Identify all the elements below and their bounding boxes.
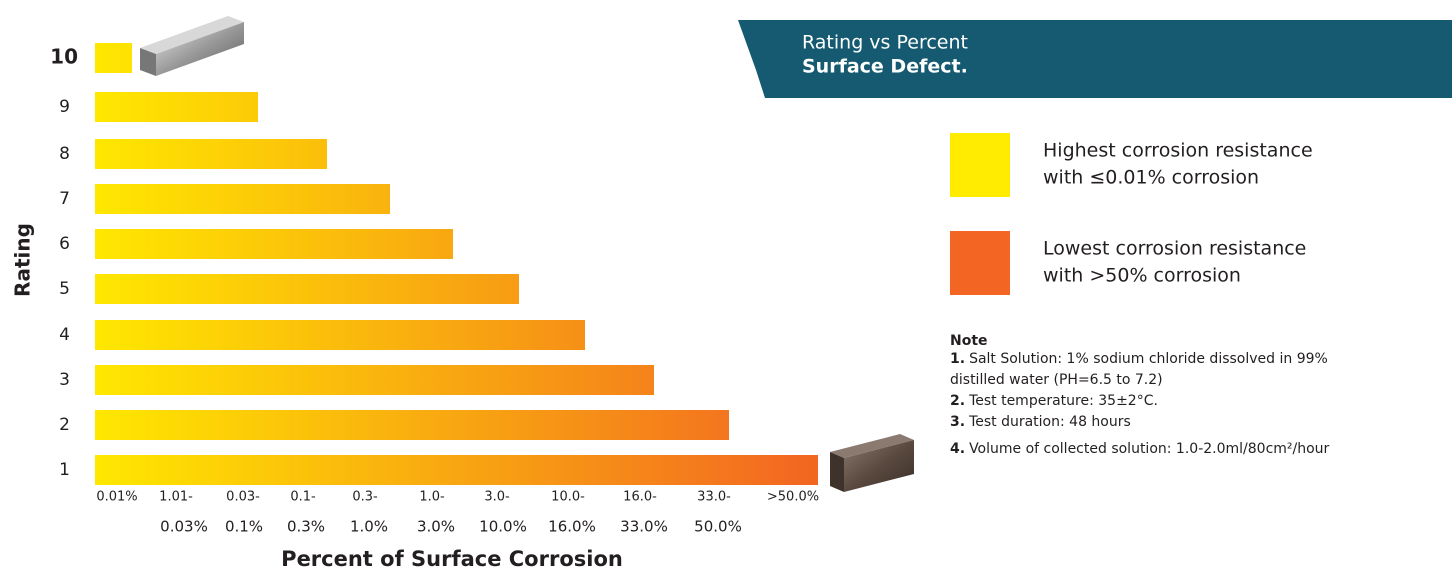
chart: 10 9 8 7 6 5 4 3 2 1 0.01% 1.01- 0.03% 0.03- 0.1% 0.1- 0…	[50, 43, 819, 536]
panel: Highest corrosion resistance with ≤0.01% …	[950, 133, 1330, 457]
x-label-top: 10.0-	[551, 490, 585, 505]
note-number: 2.	[950, 393, 965, 409]
y-axis-title: Rating	[11, 223, 35, 297]
x-label-top: 1.01-	[159, 490, 193, 505]
x-label-top: 0.1-	[290, 490, 316, 505]
x-label-bottom: 1.0%	[350, 518, 388, 536]
x-label-bottom: 0.03%	[160, 518, 208, 536]
x-label-bottom: 3.0%	[417, 518, 455, 536]
rating-label-top: 10	[50, 45, 78, 69]
note-number: 4.	[950, 441, 965, 457]
x-label-top: 3.0-	[484, 490, 510, 505]
note: 3.Test duration: 48 hours	[950, 414, 1131, 430]
x-label-top: 16.0-	[623, 490, 657, 505]
rating-label: 5	[59, 279, 70, 299]
rating-label: 7	[59, 189, 70, 209]
x-label-top: 0.01%	[96, 490, 137, 505]
bar	[95, 365, 654, 395]
bar	[95, 43, 132, 73]
clean-sample	[140, 16, 244, 76]
x-label-bottom: 16.0%	[548, 518, 596, 536]
x-label-bottom: 0.1%	[225, 518, 263, 536]
rating-label: 4	[59, 325, 70, 345]
rating-label: 2	[59, 415, 70, 435]
x-label-bottom: 0.3%	[287, 518, 325, 536]
bar	[95, 410, 729, 440]
legend-text: Lowest corrosion resistance	[1043, 238, 1306, 260]
x-label-top: 33.0-	[697, 490, 731, 505]
rating-label: 9	[59, 97, 70, 117]
x-label-top: 1.0-	[419, 490, 445, 505]
note-text: distilled water (PH=6.5 to 7.2)	[950, 372, 1163, 388]
x-label-bottom: 50.0%	[694, 518, 742, 536]
rating-label: 1	[59, 460, 70, 480]
x-label-top: 0.03-	[226, 490, 260, 505]
bar	[95, 184, 390, 214]
x-label-bottom: 10.0%	[479, 518, 527, 536]
corroded-sample	[830, 434, 914, 492]
note-title: Note	[950, 333, 988, 349]
legend-text: with >50% corrosion	[1043, 265, 1241, 287]
bar	[95, 455, 818, 485]
note-number: 1.	[950, 351, 965, 367]
x-label-top: 0.3-	[352, 490, 378, 505]
note: 2.Test temperature: 35±2°C.	[950, 393, 1158, 409]
bar	[95, 92, 258, 122]
legend-text: Highest corrosion resistance	[1043, 140, 1313, 162]
panel-title-bold: Surface Defect.	[802, 56, 968, 78]
note: 4.Volume of collected solution: 1.0-2.0m…	[950, 441, 1330, 457]
infographic: Rating Percent of Surface Corrosion Rati…	[0, 0, 1452, 574]
rating-label: 3	[59, 370, 70, 390]
bar	[95, 320, 585, 350]
note-text: Volume of collected solution: 1.0-2.0ml/…	[969, 441, 1329, 457]
x-axis-title: Percent of Surface Corrosion	[281, 547, 623, 571]
legend-swatch	[950, 231, 1010, 295]
note-text: Test duration: 48 hours	[968, 414, 1131, 430]
rating-label: 8	[59, 144, 70, 164]
bar	[95, 139, 327, 169]
bar	[95, 274, 519, 304]
x-label-top: >50.0%	[767, 490, 819, 505]
legend-text: with ≤0.01% corrosion	[1043, 167, 1259, 189]
rating-label: 6	[59, 234, 70, 254]
x-label-bottom: 33.0%	[620, 518, 668, 536]
panel-title: Rating vs Percent	[802, 32, 968, 54]
note-text: Test temperature: 35±2°C.	[968, 393, 1158, 409]
note-number: 3.	[950, 414, 965, 430]
note: 1.Salt Solution: 1% sodium chloride diss…	[950, 351, 1328, 367]
bar	[95, 229, 453, 259]
legend-swatch	[950, 133, 1010, 197]
note-text: Salt Solution: 1% sodium chloride dissol…	[969, 351, 1328, 367]
